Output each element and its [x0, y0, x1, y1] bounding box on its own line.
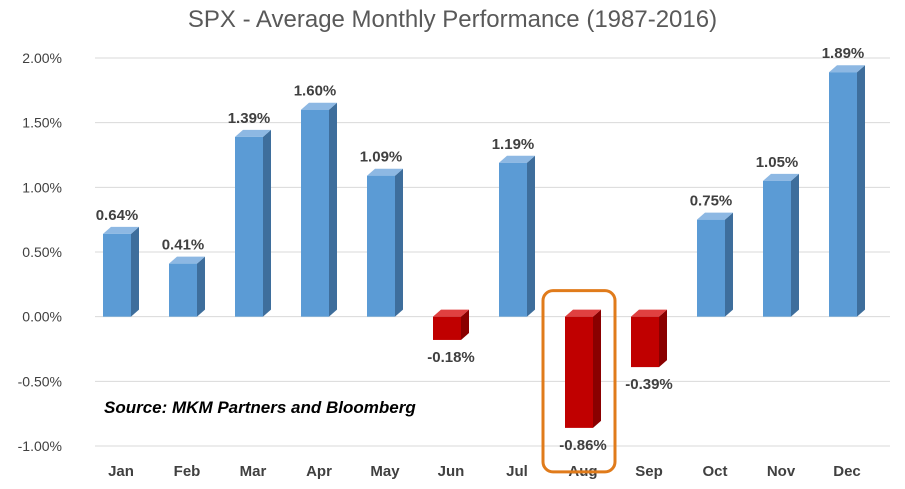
data-label: -0.86%: [559, 437, 607, 454]
bar-side: [263, 129, 271, 317]
bar-side: [461, 309, 469, 340]
y-tick-label: 2.00%: [22, 50, 62, 66]
data-label: 1.60%: [294, 83, 337, 100]
bar: [499, 162, 527, 317]
x-tick-label: Mar: [240, 463, 267, 480]
bar: [631, 316, 659, 368]
bar-top: [301, 102, 337, 110]
data-label: 0.75%: [690, 193, 733, 210]
x-tick-label: Dec: [833, 463, 861, 480]
bar-top: [565, 309, 601, 317]
data-label: 0.64%: [96, 207, 139, 224]
y-tick-label: 0.00%: [22, 309, 62, 325]
bar-top: [169, 256, 205, 264]
data-label: 1.39%: [228, 110, 271, 127]
bar-top: [763, 173, 799, 181]
bar-side: [395, 168, 403, 317]
bar-side: [791, 173, 799, 317]
x-tick-label: Oct: [702, 463, 727, 480]
bar: [763, 180, 791, 317]
y-tick-label: 0.50%: [22, 244, 62, 260]
x-tick-label: Feb: [174, 463, 201, 480]
bar: [829, 72, 857, 317]
data-label: -0.39%: [625, 376, 673, 393]
bar-side: [329, 102, 337, 317]
y-tick-label: 1.50%: [22, 115, 62, 131]
data-label: -0.18%: [427, 349, 475, 366]
bar-top: [829, 65, 865, 73]
bar: [169, 263, 197, 317]
bar-side: [659, 309, 667, 368]
y-tick-label: 1.00%: [22, 179, 62, 195]
bar-side: [131, 226, 139, 317]
bar-side: [857, 65, 865, 317]
data-label: 0.41%: [162, 237, 205, 254]
x-tick-label: Apr: [306, 463, 332, 480]
x-tick-label: Jan: [108, 463, 134, 480]
bar-side: [593, 309, 601, 428]
bar-top: [631, 309, 667, 317]
x-tick-label: May: [370, 463, 400, 480]
bar-side: [527, 155, 535, 317]
x-tick-label: Nov: [767, 463, 796, 480]
bar-top: [697, 212, 733, 220]
chart-title: SPX - Average Monthly Performance (1987-…: [187, 6, 718, 33]
source-annotation: Source: MKM Partners and Bloomberg: [104, 398, 416, 417]
bar-side: [197, 256, 205, 317]
data-label: 1.89%: [822, 45, 865, 62]
bar: [367, 175, 395, 317]
x-tick-label: Jun: [438, 463, 465, 480]
bar: [301, 109, 329, 317]
x-tick-label: Sep: [635, 463, 663, 480]
data-label: 1.05%: [756, 154, 799, 171]
y-tick-label: -0.50%: [18, 373, 62, 389]
bar: [565, 316, 593, 428]
y-tick-label: -1.00%: [18, 438, 62, 454]
bar-top: [499, 155, 535, 163]
data-label: 1.19%: [492, 136, 535, 153]
bar-side: [725, 212, 733, 317]
bar-top: [103, 226, 139, 234]
data-label: 1.09%: [360, 149, 403, 166]
bar: [103, 233, 131, 317]
bar-top: [235, 129, 271, 137]
x-tick-label: Jul: [506, 463, 528, 480]
bar: [235, 136, 263, 317]
bar: [433, 316, 461, 340]
highlight-box: [541, 289, 617, 474]
bar: [697, 219, 725, 317]
bar-top: [367, 168, 403, 176]
bar-top: [433, 309, 469, 317]
